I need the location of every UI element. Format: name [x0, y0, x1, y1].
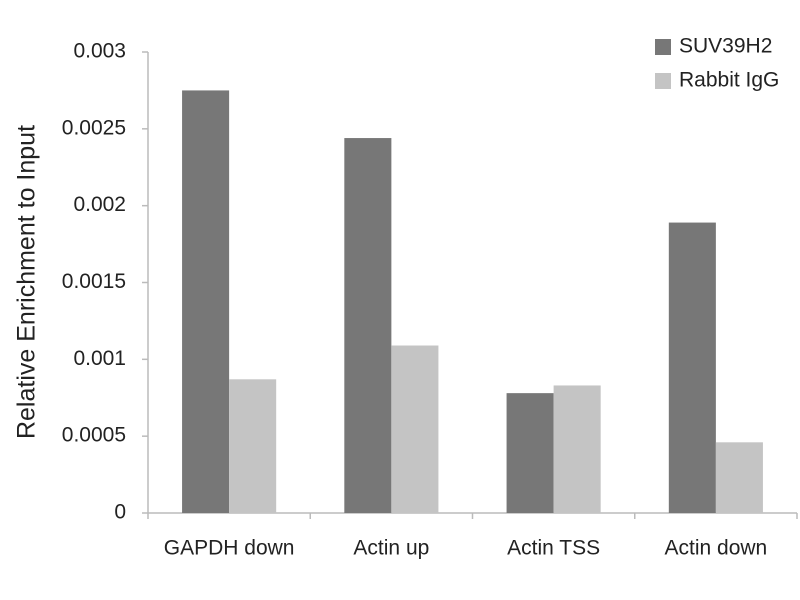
y-tick-label: 0 [114, 501, 126, 524]
bar [182, 90, 230, 514]
bar [668, 222, 716, 513]
bar [506, 393, 554, 513]
y-axis-label: Relative Enrichment to Input [13, 125, 41, 439]
bar [391, 345, 439, 513]
y-tick-label: 0.003 [73, 40, 126, 63]
bar [553, 385, 601, 513]
y-tick-label: 0.0015 [62, 270, 126, 293]
y-tick-label: 0.001 [73, 347, 126, 370]
bar [229, 379, 277, 513]
y-tick-label: 0.0005 [62, 424, 126, 447]
legend-swatch [655, 39, 671, 55]
bar [715, 442, 763, 513]
x-tick-label: Actin TSS [507, 537, 600, 560]
x-tick-label: Actin up [353, 537, 429, 560]
x-tick-label: Actin down [665, 537, 768, 560]
bar [344, 138, 392, 513]
y-tick-label: 0.002 [73, 193, 126, 216]
y-tick-label: 0.0025 [62, 116, 126, 139]
legend-label: SUV39H2 [679, 35, 772, 58]
x-tick-label: GAPDH down [164, 537, 295, 560]
legend-label: Rabbit IgG [679, 69, 779, 92]
legend-swatch [655, 73, 671, 89]
